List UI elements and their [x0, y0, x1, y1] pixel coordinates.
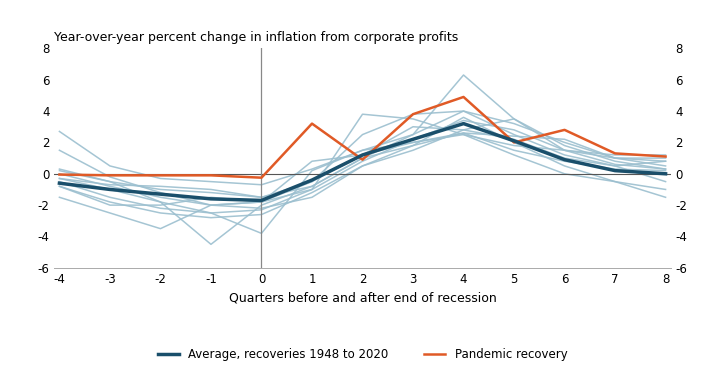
Average, recoveries 1948 to 2020 [358, 153, 367, 157]
Pandemic recovery [106, 173, 115, 177]
Pandemic recovery [207, 173, 215, 177]
Pandemic recovery [55, 172, 64, 177]
Average, recoveries 1948 to 2020 [106, 187, 115, 192]
Average, recoveries 1948 to 2020 [409, 137, 418, 141]
Average, recoveries 1948 to 2020 [661, 171, 670, 176]
Text: Year-over-year percent change in inflation from corporate profits: Year-over-year percent change in inflati… [54, 31, 459, 44]
Line: Pandemic recovery: Pandemic recovery [59, 97, 666, 178]
Average, recoveries 1948 to 2020 [207, 197, 215, 201]
Average, recoveries 1948 to 2020 [55, 181, 64, 185]
Average, recoveries 1948 to 2020 [560, 157, 569, 162]
Average, recoveries 1948 to 2020 [156, 192, 165, 196]
X-axis label: Quarters before and after end of recession: Quarters before and after end of recessi… [228, 291, 497, 304]
Average, recoveries 1948 to 2020 [459, 121, 468, 126]
Pandemic recovery [459, 95, 468, 99]
Legend: Average, recoveries 1948 to 2020, Pandemic recovery: Average, recoveries 1948 to 2020, Pandem… [153, 344, 572, 366]
Pandemic recovery [661, 154, 670, 159]
Pandemic recovery [358, 157, 367, 162]
Average, recoveries 1948 to 2020 [510, 139, 518, 143]
Line: Average, recoveries 1948 to 2020: Average, recoveries 1948 to 2020 [59, 124, 666, 201]
Pandemic recovery [409, 112, 418, 116]
Pandemic recovery [307, 121, 316, 126]
Pandemic recovery [610, 151, 619, 155]
Average, recoveries 1948 to 2020 [307, 178, 316, 182]
Pandemic recovery [257, 176, 266, 180]
Pandemic recovery [156, 173, 165, 177]
Pandemic recovery [560, 128, 569, 132]
Average, recoveries 1948 to 2020 [610, 169, 619, 173]
Average, recoveries 1948 to 2020 [257, 198, 266, 203]
Pandemic recovery [510, 140, 518, 145]
